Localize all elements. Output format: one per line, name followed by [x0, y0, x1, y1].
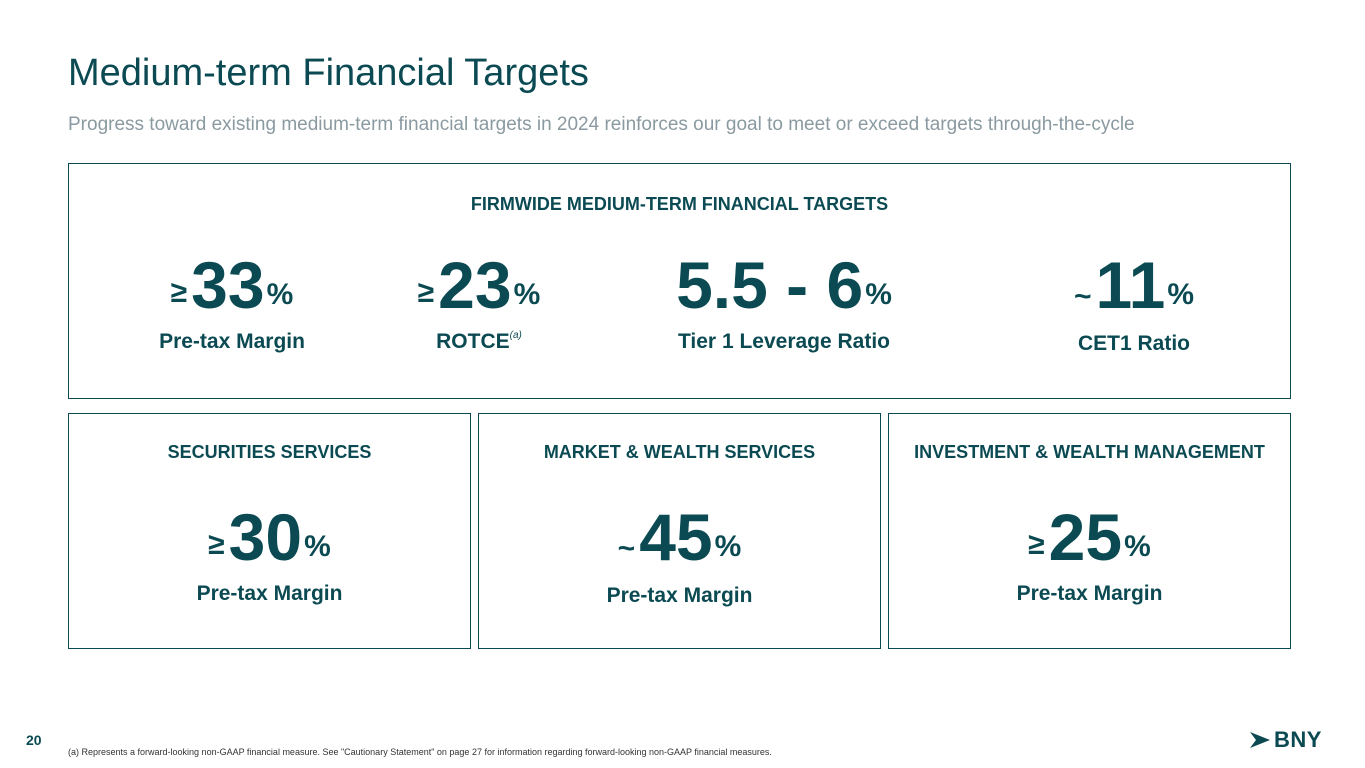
arrow-icon [1250, 732, 1270, 748]
metric-value: 25 [1048, 500, 1123, 574]
metric-value: 45 [639, 500, 713, 574]
metric-prefix: ≥ [208, 528, 225, 561]
metric-label: Pre-tax Margin [159, 330, 305, 353]
metric-label: Pre-tax Margin [196, 582, 343, 605]
metric-prefix: ≥ [417, 276, 435, 309]
metric-label: CET1 Ratio [1077, 332, 1190, 355]
footnote: (a) Represents a forward-looking non-GAA… [68, 747, 772, 757]
metric-tier1-leverage: 5.5 - 6% Tier 1 Leverage Ratio [649, 252, 919, 354]
logo-text: BNY [1274, 727, 1322, 752]
metric-label: Tier 1 Leverage Ratio [677, 330, 891, 353]
segment-metric: ~45% Pre-tax Margin [479, 504, 880, 608]
market-wealth-services-box: MARKET & WEALTH SERVICES ~45% Pre-tax Ma… [478, 413, 881, 649]
metric-value: 23 [438, 248, 512, 322]
firmwide-targets-box: FIRMWIDE MEDIUM-TERM FINANCIAL TARGETS ≥… [68, 163, 1291, 399]
metric-prefix: ≥ [1028, 528, 1045, 561]
footnote-marker: (a) [509, 330, 522, 341]
page-subtitle: Progress toward existing medium-term fin… [68, 114, 1135, 135]
metric-suffix: % [714, 530, 742, 563]
metric-cet1: ~11% CET1 Ratio [1024, 252, 1244, 356]
metric-label: Pre-tax Margin [606, 584, 753, 607]
page-number: 20 [26, 732, 42, 748]
bny-logo: BNY [1250, 727, 1322, 753]
segment-heading: SECURITIES SERVICES [167, 442, 372, 462]
metric-value: 30 [228, 500, 303, 574]
metric-prefix: ≥ [170, 276, 188, 309]
segment-heading: INVESTMENT & WEALTH MANAGEMENT [914, 442, 1265, 462]
metric-pretax-margin: ≥33% Pre-tax Margin [117, 252, 347, 354]
segment-heading: MARKET & WEALTH SERVICES [543, 442, 816, 462]
metric-suffix: % [266, 278, 294, 311]
firmwide-heading: FIRMWIDE MEDIUM-TERM FINANCIAL TARGETS [470, 194, 889, 214]
metric-prefix: ~ [1074, 280, 1092, 313]
metric-label: Pre-tax Margin [1016, 582, 1163, 605]
securities-services-box: SECURITIES SERVICES ≥30% Pre-tax Margin [68, 413, 471, 649]
metric-suffix: % [304, 530, 331, 563]
metric-value: 33 [191, 248, 265, 322]
metric-suffix: % [865, 278, 892, 311]
metric-value: 11 [1095, 248, 1166, 322]
metric-suffix: % [1167, 278, 1194, 311]
metric-rotce: ≥23% ROTCE(a) [369, 252, 589, 354]
metric-prefix: ~ [617, 532, 636, 565]
segment-metric: ≥30% Pre-tax Margin [69, 504, 470, 606]
metric-value: 5.5 - 6 [676, 248, 864, 322]
metric-label: ROTCE [436, 330, 510, 353]
metric-suffix: % [1124, 530, 1151, 563]
page-title: Medium-term Financial Targets [68, 52, 589, 94]
metric-suffix: % [513, 278, 541, 311]
investment-wealth-management-box: INVESTMENT & WEALTH MANAGEMENT ≥25% Pre-… [888, 413, 1291, 649]
segment-metric: ≥25% Pre-tax Margin [889, 504, 1290, 606]
